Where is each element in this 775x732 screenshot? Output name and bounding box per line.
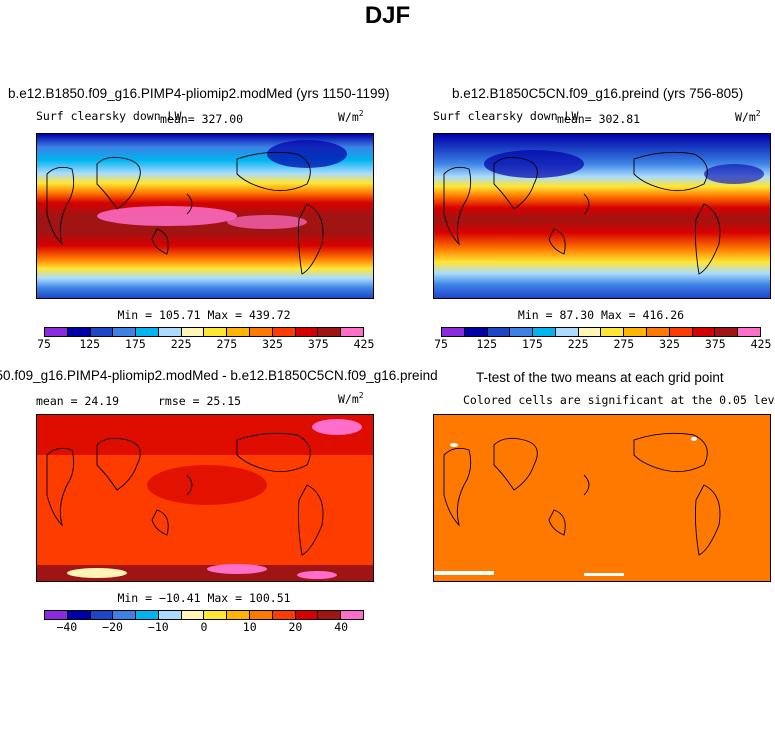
panel-3-mean: mean = 24.19 bbox=[36, 394, 120, 408]
colorbar-swatch bbox=[113, 611, 137, 619]
colorbar-swatch bbox=[45, 611, 68, 619]
panel-1-colorbar-ticks: 75 125 175 225 275 325 375 425 bbox=[37, 337, 374, 351]
panel-1-mean-value: 327.00 bbox=[201, 112, 244, 126]
colorbar-swatch bbox=[341, 328, 363, 336]
panel-1-map bbox=[36, 133, 374, 299]
panel-1-colorbar-swatches bbox=[44, 327, 364, 337]
colorbar-swatch bbox=[318, 611, 342, 619]
colorbar-tick-label: −40 bbox=[56, 620, 78, 634]
colorbar-swatch bbox=[272, 611, 296, 619]
colorbar-tick-label: 325 bbox=[262, 337, 283, 351]
colorbar-swatch bbox=[692, 328, 716, 336]
colorbar-tick-label: 225 bbox=[567, 337, 589, 351]
panel-1-mean-label: mean= 327.00 bbox=[160, 112, 244, 126]
panel-2-units: W/m2 bbox=[735, 109, 761, 124]
panel-1-colorbar: 75 125 175 225 275 325 375 425 bbox=[37, 327, 374, 351]
panel-2-mean-value: 302.81 bbox=[598, 112, 641, 126]
colorbar-swatch bbox=[204, 611, 228, 619]
colorbar-swatch bbox=[341, 611, 363, 619]
panel-4-map bbox=[433, 414, 771, 582]
colorbar-tick-label: 0 bbox=[200, 620, 208, 634]
panel-3-units: W/m2 bbox=[338, 391, 364, 406]
colorbar-swatch bbox=[601, 328, 625, 336]
colorbar-swatch bbox=[67, 611, 91, 619]
colorbar-tick-label: 275 bbox=[216, 337, 238, 351]
colorbar-tick-label: 40 bbox=[334, 620, 349, 634]
panel-2-colorbar-swatches bbox=[441, 327, 761, 337]
panel-2-map bbox=[433, 133, 771, 299]
colorbar-swatch bbox=[136, 611, 159, 619]
panel-3-title-clip: b.e12.B1850.f09_g16.PIMP4-pliomip2.modMe… bbox=[0, 368, 466, 383]
colorbar-swatch bbox=[624, 328, 648, 336]
panel-3-colorbar: −40 −20 −10 0 10 20 40 bbox=[44, 610, 364, 634]
colorbar-swatch bbox=[181, 328, 205, 336]
colorbar-tick-label: 175 bbox=[522, 337, 543, 351]
panel-2-mean-label: mean= 302.81 bbox=[557, 112, 641, 126]
panel-2-minmax: Min = 87.30 Max = 416.26 bbox=[517, 308, 685, 322]
panel-3-map bbox=[36, 414, 374, 582]
panel-1-units: W/m2 bbox=[338, 109, 364, 124]
panel-2-variable-label: Surf clearsky down LW bbox=[433, 109, 579, 123]
colorbar-swatch bbox=[227, 328, 251, 336]
colorbar-swatch bbox=[227, 611, 251, 619]
panel-1-variable-label: Surf clearsky down LW bbox=[36, 109, 182, 123]
panel-4-subtitle: Colored cells are significant at the 0.0… bbox=[463, 393, 775, 407]
colorbar-swatch bbox=[295, 328, 319, 336]
panel-2-title: b.e12.B1850C5CN.f09_g16.preind (yrs 756-… bbox=[452, 86, 744, 101]
colorbar-swatch bbox=[464, 328, 488, 336]
colorbar-swatch bbox=[250, 328, 273, 336]
panel-2-colorbar-ticks: 75 125 175 225 275 325 375 425 bbox=[434, 337, 771, 351]
colorbar-swatch bbox=[487, 328, 511, 336]
colorbar-tick-label: 125 bbox=[476, 337, 498, 351]
colorbar-swatch bbox=[250, 611, 273, 619]
colorbar-swatch bbox=[45, 328, 68, 336]
panel-3-title: b.e12.B1850.f09_g16.PIMP4-pliomip2.modMe… bbox=[0, 368, 438, 383]
colorbar-tick-label: −10 bbox=[147, 620, 169, 634]
colorbar-tick-label: 225 bbox=[170, 337, 192, 351]
colorbar-swatch bbox=[533, 328, 556, 336]
colorbar-swatch bbox=[272, 328, 296, 336]
colorbar-tick-label: 425 bbox=[750, 337, 772, 351]
panel-1-minmax: Min = 105.71 Max = 439.72 bbox=[117, 308, 291, 322]
colorbar-tick-label: 375 bbox=[307, 337, 329, 351]
colorbar-swatch bbox=[578, 328, 602, 336]
colorbar-swatch bbox=[158, 611, 182, 619]
colorbar-tick-label: 75 bbox=[434, 337, 448, 351]
colorbar-tick-label: 325 bbox=[659, 337, 680, 351]
colorbar-swatch bbox=[90, 328, 114, 336]
colorbar-swatch bbox=[318, 328, 342, 336]
panel-3-colorbar-swatches bbox=[44, 610, 364, 620]
colorbar-swatch bbox=[136, 328, 159, 336]
colorbar-swatch bbox=[715, 328, 739, 336]
colorbar-swatch bbox=[669, 328, 693, 336]
panel-2-colorbar: 75 125 175 225 275 325 375 425 bbox=[434, 327, 771, 351]
colorbar-swatch bbox=[510, 328, 534, 336]
colorbar-tick-label: 175 bbox=[125, 337, 146, 351]
colorbar-swatch bbox=[738, 328, 760, 336]
panel-3-minmax: Min = −10.41 Max = 100.51 bbox=[117, 591, 291, 605]
colorbar-swatch bbox=[158, 328, 182, 336]
colorbar-swatch bbox=[442, 328, 465, 336]
colorbar-tick-label: 20 bbox=[288, 620, 303, 634]
colorbar-swatch bbox=[113, 328, 137, 336]
panel-3-rmse: rmse = 25.15 bbox=[158, 394, 242, 408]
colorbar-tick-label: 75 bbox=[37, 337, 51, 351]
colorbar-tick-label: 425 bbox=[353, 337, 375, 351]
panel-1-title: b.e12.B1850.f09_g16.PIMP4-pliomip2.modMe… bbox=[8, 86, 390, 101]
colorbar-swatch bbox=[67, 328, 91, 336]
panel-4-title: T-test of the two means at each grid poi… bbox=[476, 370, 724, 385]
colorbar-tick-label: 125 bbox=[79, 337, 101, 351]
figure-title: DJF bbox=[364, 2, 411, 29]
colorbar-swatch bbox=[181, 611, 205, 619]
panel-3-colorbar-ticks: −40 −20 −10 0 10 20 40 bbox=[44, 620, 364, 634]
colorbar-tick-label: −20 bbox=[102, 620, 123, 634]
colorbar-swatch bbox=[204, 328, 228, 336]
colorbar-tick-label: 10 bbox=[242, 620, 257, 634]
colorbar-swatch bbox=[90, 611, 114, 619]
colorbar-swatch bbox=[647, 328, 670, 336]
colorbar-tick-label: 375 bbox=[704, 337, 726, 351]
colorbar-tick-label: 275 bbox=[613, 337, 635, 351]
colorbar-swatch bbox=[295, 611, 319, 619]
colorbar-swatch bbox=[555, 328, 579, 336]
